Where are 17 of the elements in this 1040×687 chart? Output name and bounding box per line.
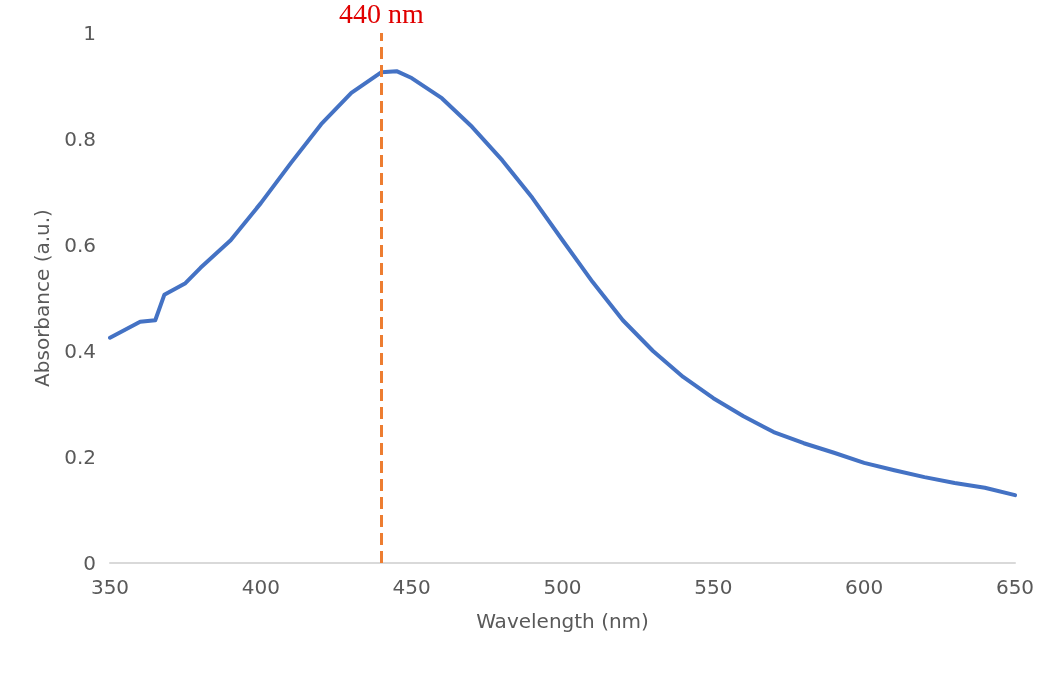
x-tick-label: 400: [241, 575, 280, 599]
y-tick-label: 0.6: [64, 233, 96, 257]
x-tick-label: 550: [694, 575, 733, 599]
x-tick-label: 600: [845, 575, 884, 599]
x-axis-title: Wavelength (nm): [476, 609, 649, 633]
x-tick-label: 650: [995, 575, 1035, 599]
x-tick-label: 450: [392, 575, 431, 599]
y-tick-label: 0.8: [64, 127, 96, 151]
line-series: [108, 69, 1017, 498]
y-tick-label: 0.4: [64, 339, 96, 363]
y-tick-label: 1: [83, 21, 96, 45]
x-tick-label: 350: [90, 575, 130, 599]
y-tick-label: 0: [83, 551, 96, 575]
y-axis-title: Absorbance (a.u.): [30, 209, 54, 387]
x-tick-label: 500: [543, 575, 582, 599]
ref-line-label: 440 nm: [339, 0, 425, 29]
y-tick-label: 0.2: [64, 445, 96, 469]
